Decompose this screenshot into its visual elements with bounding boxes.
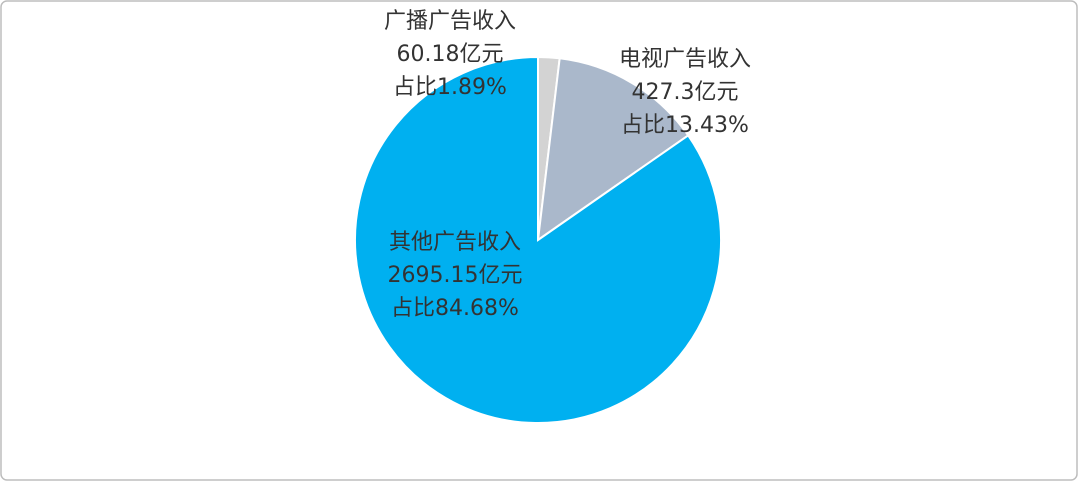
slice-amount: 60.18亿元: [397, 42, 504, 67]
slice-amount: 2695.15亿元: [388, 263, 523, 288]
slice-label: 广播广告收入: [384, 9, 516, 34]
pie-slice: [536, 57, 690, 243]
slice-amount: 427.3亿元: [632, 80, 739, 105]
slice-percent: 占比1.89%: [393, 75, 507, 100]
slice-label: 电视广告收入: [619, 47, 751, 72]
slice-percent: 占比13.43%: [621, 113, 749, 138]
pie-slice: [354, 55, 722, 424]
slice-percent: 占比84.68%: [391, 296, 519, 321]
slice-label: 其他广告收入: [389, 230, 521, 255]
